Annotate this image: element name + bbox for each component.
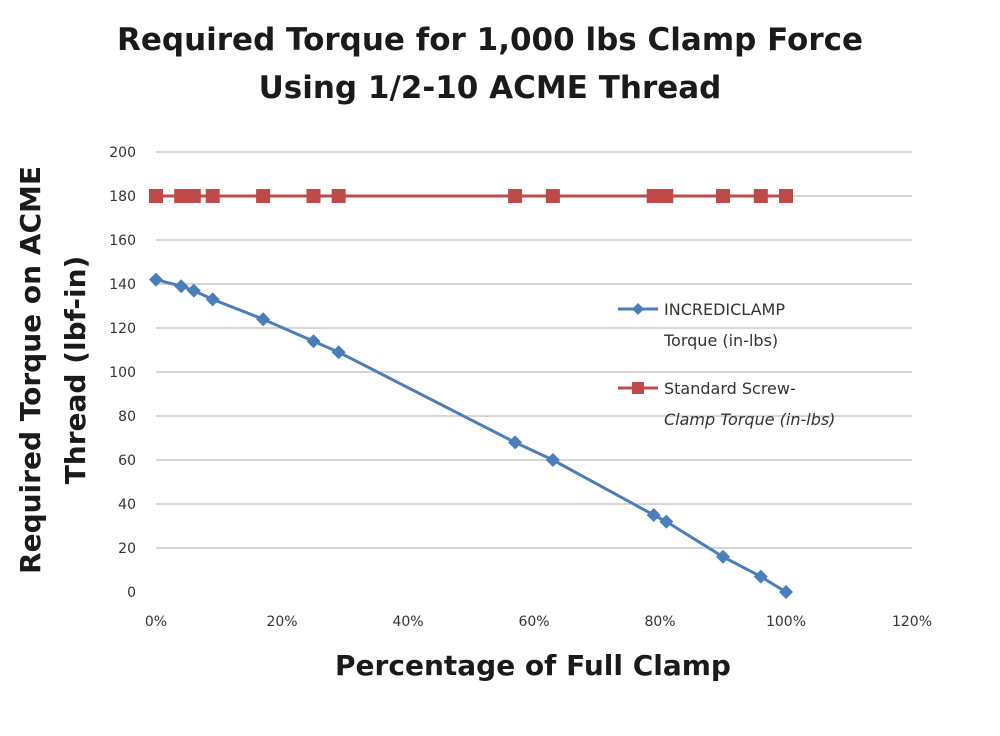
- y-tick-label: 100: [109, 365, 136, 381]
- y-tick-label: 200: [109, 145, 136, 161]
- series-1-point: [659, 514, 674, 529]
- legend: INCREDICLAMP Torque (in-lbs) Standard Scre…: [618, 300, 835, 429]
- series-2-point: [659, 189, 674, 203]
- y-tick-label: 180: [109, 189, 136, 205]
- plot-area: [149, 189, 793, 599]
- legend-label-1: Torque (in-lbs): [663, 331, 778, 350]
- series-2-point: [331, 189, 346, 203]
- chart-title-line-1: Required Torque for 1,000 lbs Clamp Forc…: [117, 22, 863, 58]
- series-2-point: [716, 189, 730, 203]
- y-axis-ticks: 0 20 40 60 80 100 120 140 160 180 200: [109, 145, 136, 601]
- y-tick-label: 120: [109, 321, 136, 337]
- y-tick-label: 80: [118, 409, 136, 425]
- y-tick-label: 140: [109, 277, 136, 293]
- series-2-point: [753, 189, 768, 203]
- series-1-point: [779, 585, 793, 599]
- legend-label-2: Clamp Torque (in-lbs): [664, 410, 835, 429]
- x-tick-label: 100%: [766, 614, 806, 630]
- series-1-point: [149, 272, 163, 287]
- series-2-point: [186, 189, 201, 203]
- y-tick-label: 0: [127, 585, 136, 601]
- gridlines: [156, 151, 912, 549]
- series-1-point: [753, 569, 768, 584]
- series-2-point: [508, 189, 523, 203]
- series-2-point: [205, 189, 220, 203]
- legend-label-1: INCREDICLAMP: [664, 300, 785, 319]
- series-1-point: [205, 292, 220, 307]
- y-tick-label: 20: [118, 541, 136, 557]
- legend-marker-2: [632, 382, 644, 394]
- chart-title-line-2: Using 1/2-10 ACME Thread: [259, 70, 722, 106]
- series-1-point: [331, 345, 346, 360]
- y-axis-title-line-2: Thread (lbf-in): [59, 256, 92, 485]
- series-2-point: [779, 189, 793, 203]
- y-tick-label: 60: [118, 453, 136, 469]
- series-1-point: [186, 283, 201, 298]
- x-tick-label: 60%: [518, 614, 549, 630]
- x-axis-title: Percentage of Full Clamp: [335, 649, 731, 682]
- legend-marker-1: [632, 303, 644, 315]
- y-tick-label: 160: [109, 233, 136, 249]
- series-1-point: [174, 279, 189, 294]
- series-2-point: [149, 189, 163, 203]
- series-2-point: [306, 189, 321, 203]
- x-tick-label: 0%: [145, 614, 167, 630]
- series-1-point: [508, 435, 523, 450]
- series-2-point: [545, 189, 560, 203]
- series-1-point: [716, 549, 730, 564]
- series-1-point: [545, 453, 560, 467]
- series-2-point: [646, 189, 661, 203]
- x-tick-label: 80%: [644, 614, 675, 630]
- y-axis-title-line-1: Required Torque on ACME: [14, 166, 47, 574]
- series-line-1: [155, 278, 787, 594]
- series-1-point: [306, 334, 321, 349]
- series-1-point: [646, 508, 661, 522]
- x-axis-ticks: 0% 20% 40% 60% 80% 100% 120%: [145, 614, 932, 630]
- x-tick-label: 20%: [266, 614, 297, 630]
- x-tick-label: 120%: [892, 614, 932, 630]
- y-tick-label: 40: [118, 497, 136, 513]
- series-2-point: [256, 189, 271, 203]
- series-1-point: [256, 312, 271, 327]
- legend-label-2: Standard Screw-: [664, 379, 796, 398]
- x-tick-label: 40%: [392, 614, 423, 630]
- series-2-point: [174, 189, 189, 203]
